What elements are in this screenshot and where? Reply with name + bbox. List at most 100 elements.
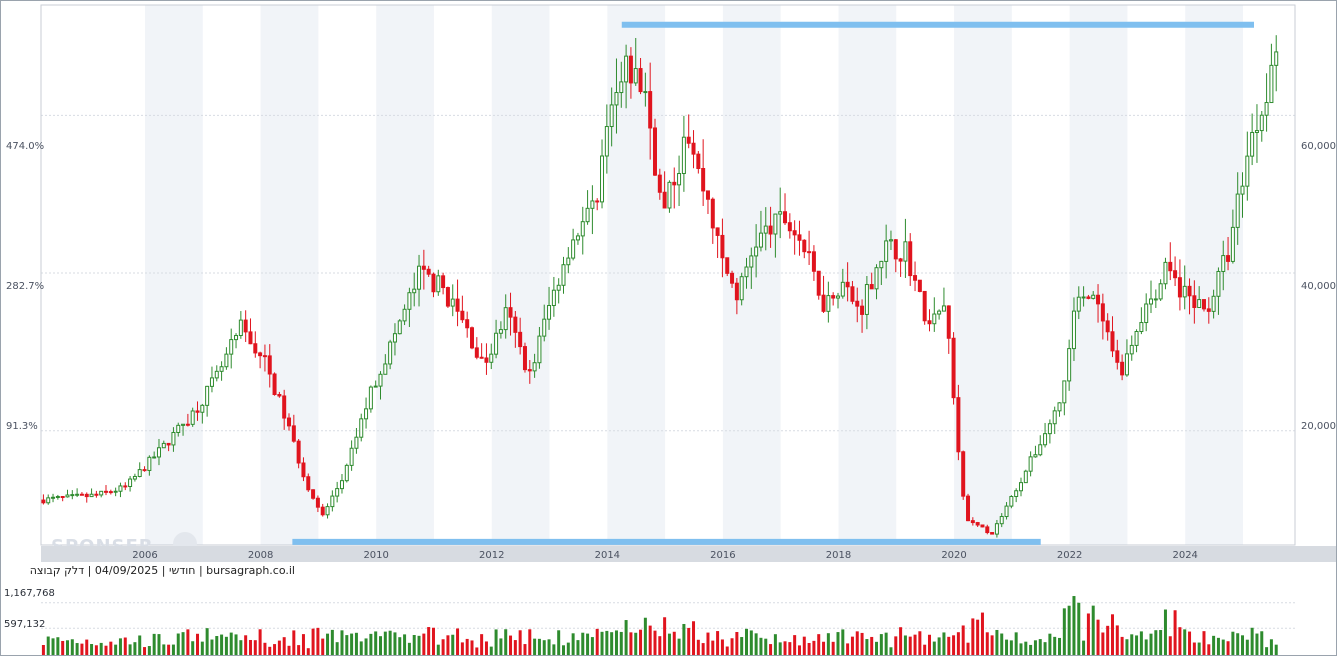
volume-bar bbox=[196, 633, 200, 655]
candle-body bbox=[1067, 348, 1072, 382]
volume-bar bbox=[1135, 635, 1139, 655]
volume-bar bbox=[566, 642, 570, 655]
volume-bar bbox=[220, 634, 224, 655]
candle-body bbox=[1062, 380, 1067, 404]
candle-body bbox=[219, 366, 224, 372]
candle-body bbox=[1076, 296, 1081, 312]
volume-bar bbox=[311, 628, 315, 655]
candle-body bbox=[1052, 410, 1057, 425]
candle-body bbox=[402, 308, 407, 322]
volume-bar bbox=[268, 646, 272, 655]
candle-body bbox=[253, 343, 258, 354]
candle-body bbox=[460, 310, 465, 321]
volume-bar bbox=[1058, 637, 1062, 655]
candle-body bbox=[99, 490, 104, 496]
candle-body bbox=[426, 268, 431, 275]
candle-body bbox=[686, 136, 691, 144]
volume-bar bbox=[1096, 619, 1100, 655]
candle-body bbox=[1149, 298, 1154, 305]
volume-bar bbox=[152, 633, 156, 655]
candle-body bbox=[1023, 470, 1028, 484]
candle-body bbox=[749, 255, 754, 268]
candle-body bbox=[1226, 255, 1231, 262]
volume-bar bbox=[643, 617, 647, 655]
volume-bar bbox=[605, 630, 609, 655]
candle-body bbox=[643, 91, 648, 94]
volume-bar bbox=[759, 637, 763, 655]
candle-body bbox=[691, 142, 696, 155]
candle-body bbox=[648, 91, 653, 129]
volume-bar bbox=[639, 629, 643, 655]
volume-bar bbox=[1005, 639, 1009, 655]
volume-bar bbox=[1091, 605, 1095, 655]
volume-bar bbox=[778, 642, 782, 655]
volume-bar bbox=[1231, 631, 1235, 655]
candle-body bbox=[132, 475, 137, 480]
candle-body bbox=[388, 341, 393, 365]
volume-bar bbox=[961, 625, 965, 655]
candle-body bbox=[1192, 295, 1197, 308]
volume-bar bbox=[542, 640, 546, 655]
candle-body bbox=[609, 104, 614, 128]
volume-bar bbox=[1221, 639, 1225, 655]
candle-body bbox=[797, 234, 802, 241]
candle-body bbox=[1211, 295, 1216, 312]
volume-bar bbox=[581, 632, 585, 655]
candle-body bbox=[1206, 308, 1211, 312]
volume-bar bbox=[475, 647, 479, 655]
candle-body bbox=[585, 207, 590, 223]
candle-body bbox=[542, 318, 547, 337]
volume-bar bbox=[571, 633, 575, 655]
volume-bar bbox=[248, 639, 252, 655]
volume-bar bbox=[253, 640, 257, 655]
volume-bar bbox=[171, 644, 175, 655]
candle-body bbox=[368, 386, 373, 410]
candle-body bbox=[465, 319, 470, 329]
candle-body bbox=[450, 298, 455, 307]
volume-bar bbox=[773, 634, 777, 655]
volume-bar bbox=[1033, 640, 1037, 655]
volume-bar bbox=[513, 640, 517, 655]
candle-body bbox=[730, 272, 735, 284]
candle-body bbox=[701, 168, 706, 192]
volume-bar bbox=[1207, 644, 1211, 655]
candle-body bbox=[1139, 322, 1144, 333]
candle-body bbox=[1028, 456, 1033, 472]
volume-bar bbox=[547, 639, 551, 655]
candle-body bbox=[624, 55, 629, 83]
volume-bar bbox=[913, 634, 917, 655]
candle-body bbox=[946, 305, 951, 339]
volume-bar bbox=[1163, 609, 1167, 655]
candle-body bbox=[1081, 296, 1086, 299]
volume-bar bbox=[860, 632, 864, 655]
x-tick-label: 2022 bbox=[1057, 550, 1082, 561]
candle-body bbox=[455, 298, 460, 312]
candle-body bbox=[994, 523, 999, 535]
candle-body bbox=[802, 239, 807, 253]
volume-bar bbox=[306, 648, 310, 655]
volume-bar bbox=[595, 628, 599, 655]
candle-body bbox=[60, 495, 65, 498]
candle-body bbox=[1245, 155, 1250, 187]
volume-bar bbox=[730, 638, 734, 655]
year-bands bbox=[145, 5, 1243, 545]
volume-bar bbox=[287, 645, 291, 655]
candle-body bbox=[595, 200, 600, 203]
candle-body bbox=[258, 352, 263, 357]
volume-bar bbox=[1245, 639, 1249, 655]
candle-body bbox=[970, 520, 975, 524]
volume-bar bbox=[321, 638, 325, 655]
volume-bar bbox=[557, 630, 561, 655]
volume-bar bbox=[614, 630, 618, 655]
volume-bar bbox=[354, 632, 358, 655]
volume-bar bbox=[1110, 614, 1114, 655]
volume-bar bbox=[783, 641, 787, 655]
candle-body bbox=[55, 495, 60, 498]
candle-body bbox=[850, 286, 855, 302]
candle-body bbox=[359, 418, 364, 438]
candle-body bbox=[893, 239, 898, 260]
candle-body bbox=[966, 495, 971, 522]
volume-bar bbox=[398, 637, 402, 655]
volume-bar bbox=[200, 641, 204, 655]
